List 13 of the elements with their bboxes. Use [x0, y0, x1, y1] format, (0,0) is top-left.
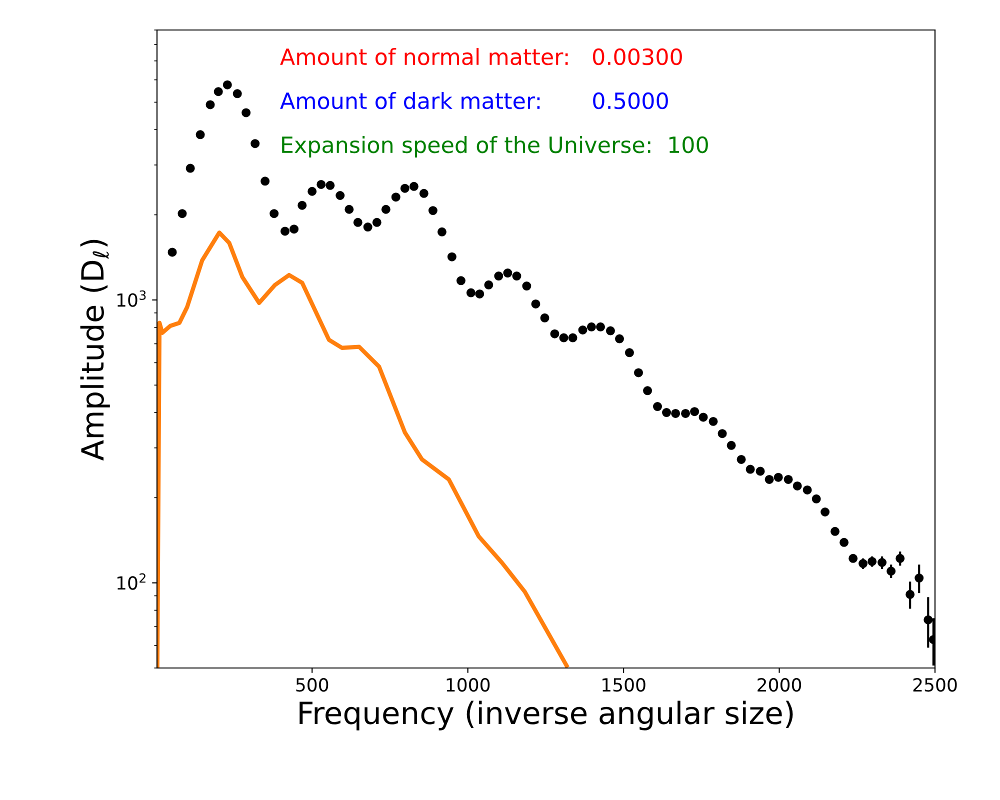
x-tick-label: 1000: [446, 678, 490, 692]
x-tick-label: 1500: [602, 678, 646, 692]
y-tick-label: 10$^{2}$: [117, 573, 146, 590]
annotation: Amount of normal matter: 0.00300: [280, 48, 682, 66]
annotation: Amount of dark matter: 0.5000: [280, 92, 668, 110]
y-axis-title: Amplitude (D$_{ℓ}$): [80, 240, 110, 461]
y-tick-label: 10$^{3}$: [117, 290, 146, 307]
x-tick-label: 2500: [913, 678, 957, 692]
x-axis-title: Frequency (inverse angular size): [300, 700, 793, 730]
line-series: [157, 230, 569, 668]
x-tick-label: 500: [296, 678, 328, 692]
x-tick-label: 2000: [758, 678, 802, 692]
annotation: Expansion speed of the Universe: 100: [282, 136, 708, 158]
